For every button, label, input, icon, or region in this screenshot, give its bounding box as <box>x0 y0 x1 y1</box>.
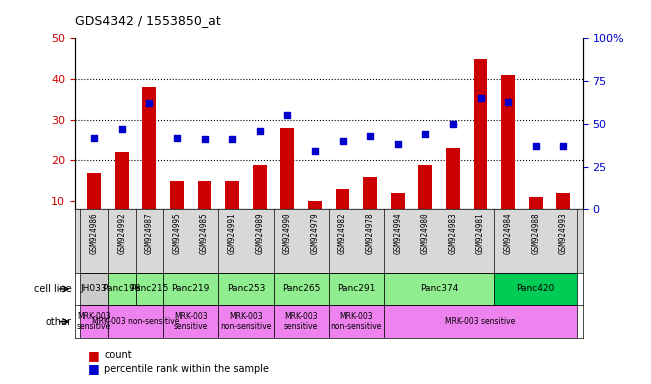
Bar <box>218 273 273 305</box>
Text: GSM924992: GSM924992 <box>117 212 126 254</box>
Bar <box>108 305 163 338</box>
Point <box>227 136 238 142</box>
Point <box>144 100 154 106</box>
Text: MRK-003
non-sensitive: MRK-003 non-sensitive <box>331 312 382 331</box>
Bar <box>198 181 212 242</box>
Text: ■: ■ <box>88 362 100 375</box>
Text: GSM924980: GSM924980 <box>421 212 430 254</box>
Text: cell line: cell line <box>34 284 72 294</box>
Bar <box>384 305 577 338</box>
Text: MRK-003
sensitive: MRK-003 sensitive <box>174 312 208 331</box>
Bar <box>143 87 156 242</box>
Text: GSM924994: GSM924994 <box>393 212 402 254</box>
Point <box>199 136 210 142</box>
Bar <box>115 152 129 242</box>
Bar <box>87 173 101 242</box>
Bar <box>494 273 577 305</box>
Text: GSM924986: GSM924986 <box>90 212 99 254</box>
Bar <box>391 193 405 242</box>
Bar <box>225 181 239 242</box>
Text: GSM924982: GSM924982 <box>338 212 347 254</box>
Bar <box>273 273 329 305</box>
Text: GDS4342 / 1553850_at: GDS4342 / 1553850_at <box>75 14 221 27</box>
Point <box>531 143 541 149</box>
Text: MRK-003 sensitive: MRK-003 sensitive <box>445 317 516 326</box>
Text: GSM924984: GSM924984 <box>504 212 512 254</box>
Bar <box>329 273 384 305</box>
Bar <box>273 305 329 338</box>
Text: Panc215: Panc215 <box>130 285 169 293</box>
Bar <box>419 164 432 242</box>
Text: Panc219: Panc219 <box>172 285 210 293</box>
Bar <box>363 177 377 242</box>
Text: GSM924983: GSM924983 <box>449 212 458 254</box>
Text: MRK-003
sensitive: MRK-003 sensitive <box>284 312 318 331</box>
Text: count: count <box>104 350 132 360</box>
Bar <box>108 273 135 305</box>
Point <box>89 134 100 141</box>
Point <box>503 99 514 105</box>
Text: GSM924979: GSM924979 <box>311 212 320 254</box>
Point <box>310 148 320 154</box>
Bar <box>163 273 218 305</box>
Text: Panc420: Panc420 <box>517 285 555 293</box>
Bar <box>329 305 384 338</box>
Bar <box>170 181 184 242</box>
Bar <box>529 197 543 242</box>
Text: Panc291: Panc291 <box>337 285 376 293</box>
Point <box>337 138 348 144</box>
Point <box>255 127 265 134</box>
Text: GSM924993: GSM924993 <box>559 212 568 254</box>
Bar <box>163 305 218 338</box>
Point <box>393 141 403 147</box>
Text: JH033: JH033 <box>81 285 107 293</box>
Text: Panc198: Panc198 <box>102 285 141 293</box>
Bar <box>446 148 460 242</box>
Bar <box>281 128 294 242</box>
Point <box>282 112 292 118</box>
Text: GSM924981: GSM924981 <box>476 212 485 254</box>
Bar <box>80 305 108 338</box>
Point <box>558 143 568 149</box>
Text: GSM924991: GSM924991 <box>228 212 237 254</box>
Bar <box>336 189 350 242</box>
Text: GSM924989: GSM924989 <box>255 212 264 254</box>
Bar <box>384 273 494 305</box>
Text: GSM924995: GSM924995 <box>173 212 182 254</box>
Bar <box>501 75 515 242</box>
Text: GSM924990: GSM924990 <box>283 212 292 254</box>
Text: percentile rank within the sample: percentile rank within the sample <box>104 364 269 374</box>
Bar <box>135 273 163 305</box>
Bar <box>218 305 273 338</box>
Point <box>420 131 430 137</box>
Text: MRK-003 non-sensitive: MRK-003 non-sensitive <box>92 317 179 326</box>
Text: MRK-003
non-sensitive: MRK-003 non-sensitive <box>220 312 271 331</box>
Text: GSM924978: GSM924978 <box>366 212 374 254</box>
Bar <box>253 164 267 242</box>
Text: GSM924985: GSM924985 <box>200 212 209 254</box>
Text: GSM924987: GSM924987 <box>145 212 154 254</box>
Bar <box>557 193 570 242</box>
Text: Panc374: Panc374 <box>420 285 458 293</box>
Bar <box>80 273 108 305</box>
Text: Panc253: Panc253 <box>227 285 265 293</box>
Point <box>448 121 458 127</box>
Text: GSM924988: GSM924988 <box>531 212 540 254</box>
Text: Panc265: Panc265 <box>282 285 320 293</box>
Text: ■: ■ <box>88 349 100 362</box>
Bar <box>474 59 488 242</box>
Point <box>117 126 127 132</box>
Text: other: other <box>46 316 72 327</box>
Point <box>172 134 182 141</box>
Point <box>475 95 486 101</box>
Point <box>365 133 376 139</box>
Bar <box>308 201 322 242</box>
Text: MRK-003
sensitive: MRK-003 sensitive <box>77 312 111 331</box>
